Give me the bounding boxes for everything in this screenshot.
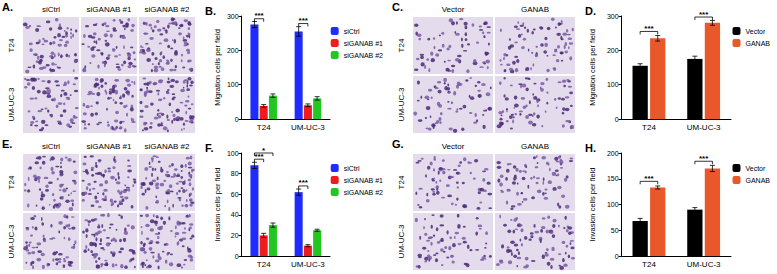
svg-text:300: 300 xyxy=(607,13,619,20)
svg-text:***: *** xyxy=(299,16,309,25)
svg-text:60: 60 xyxy=(231,191,239,198)
svg-text:G.: G. xyxy=(392,138,404,150)
svg-text:Vector: Vector xyxy=(745,28,766,35)
svg-text:siCtrl: siCtrl xyxy=(42,5,60,14)
svg-text:T24: T24 xyxy=(257,260,271,269)
svg-text:200: 200 xyxy=(607,150,619,157)
svg-text:T24: T24 xyxy=(397,38,406,52)
svg-text:siGANAB #2: siGANAB #2 xyxy=(344,189,383,196)
svg-text:siGANAB #1: siGANAB #1 xyxy=(87,5,132,14)
svg-text:***: *** xyxy=(699,154,709,163)
svg-text:80: 80 xyxy=(231,170,239,177)
svg-text:siGANAB #2: siGANAB #2 xyxy=(145,142,190,151)
svg-text:100: 100 xyxy=(227,81,239,88)
svg-text:C.: C. xyxy=(392,1,403,13)
svg-text:D.: D. xyxy=(585,5,596,17)
svg-text:200: 200 xyxy=(607,47,619,54)
svg-text:100: 100 xyxy=(607,81,619,88)
svg-text:A.: A. xyxy=(2,1,13,13)
svg-text:H.: H. xyxy=(585,142,596,154)
svg-text:UM-UC-3: UM-UC-3 xyxy=(7,224,16,258)
svg-text:Vector: Vector xyxy=(745,165,766,172)
svg-text:***: *** xyxy=(699,10,709,19)
svg-text:UM-UC-3: UM-UC-3 xyxy=(397,87,406,121)
svg-text:Migration cells per field: Migration cells per field xyxy=(213,29,222,106)
svg-text:T24: T24 xyxy=(257,123,271,132)
svg-text:0: 0 xyxy=(615,253,619,260)
svg-text:Invasion cells per field: Invasion cells per field xyxy=(588,168,597,242)
svg-text:150: 150 xyxy=(607,175,619,182)
svg-text:40: 40 xyxy=(231,211,239,218)
svg-text:siGANAB #1: siGANAB #1 xyxy=(344,40,383,47)
svg-text:200: 200 xyxy=(227,47,239,54)
svg-text:B.: B. xyxy=(205,5,216,17)
svg-text:UM-UC-3: UM-UC-3 xyxy=(7,87,16,121)
svg-text:UM-UC-3: UM-UC-3 xyxy=(291,260,325,269)
svg-text:*: * xyxy=(262,146,266,155)
svg-text:Vector: Vector xyxy=(442,5,465,14)
svg-text:300: 300 xyxy=(227,13,239,20)
svg-text:0: 0 xyxy=(615,116,619,123)
svg-text:GANAB: GANAB xyxy=(745,40,770,47)
svg-text:siGANAB #2: siGANAB #2 xyxy=(344,52,383,59)
svg-text:siGANAB #2: siGANAB #2 xyxy=(145,5,190,14)
svg-text:T24: T24 xyxy=(642,123,656,132)
svg-text:siGANAB #1: siGANAB #1 xyxy=(344,177,383,184)
svg-text:0: 0 xyxy=(235,253,239,260)
svg-text:***: *** xyxy=(299,178,309,187)
svg-text:0: 0 xyxy=(235,116,239,123)
svg-text:T24: T24 xyxy=(397,175,406,189)
svg-text:GANAB: GANAB xyxy=(745,177,770,184)
svg-text:E.: E. xyxy=(2,138,12,150)
svg-text:***: *** xyxy=(254,11,264,20)
svg-text:UM-UC-3: UM-UC-3 xyxy=(687,123,721,132)
svg-text:Invasion cells per field: Invasion cells per field xyxy=(213,168,222,242)
svg-text:GANAB: GANAB xyxy=(521,5,549,14)
svg-text:***: *** xyxy=(644,24,654,33)
svg-text:Vector: Vector xyxy=(442,142,465,151)
svg-text:siGANAB #1: siGANAB #1 xyxy=(87,142,132,151)
svg-text:T24: T24 xyxy=(7,175,16,189)
svg-text:siCtrl: siCtrl xyxy=(344,28,360,35)
svg-text:UM-UC-3: UM-UC-3 xyxy=(291,123,325,132)
svg-text:***: *** xyxy=(644,174,654,183)
svg-text:50: 50 xyxy=(611,227,619,234)
svg-text:20: 20 xyxy=(231,232,239,239)
svg-text:UM-UC-3: UM-UC-3 xyxy=(397,224,406,258)
svg-text:100: 100 xyxy=(607,201,619,208)
svg-text:GANAB: GANAB xyxy=(521,142,549,151)
svg-text:siCtrl: siCtrl xyxy=(42,142,60,151)
svg-text:Migration cells per field: Migration cells per field xyxy=(588,29,597,106)
svg-text:F.: F. xyxy=(205,142,214,154)
svg-text:100: 100 xyxy=(227,150,239,157)
svg-text:UM-UC-3: UM-UC-3 xyxy=(687,260,721,269)
svg-text:siCtrl: siCtrl xyxy=(344,165,360,172)
svg-text:T24: T24 xyxy=(7,38,16,52)
svg-text:T24: T24 xyxy=(642,260,656,269)
